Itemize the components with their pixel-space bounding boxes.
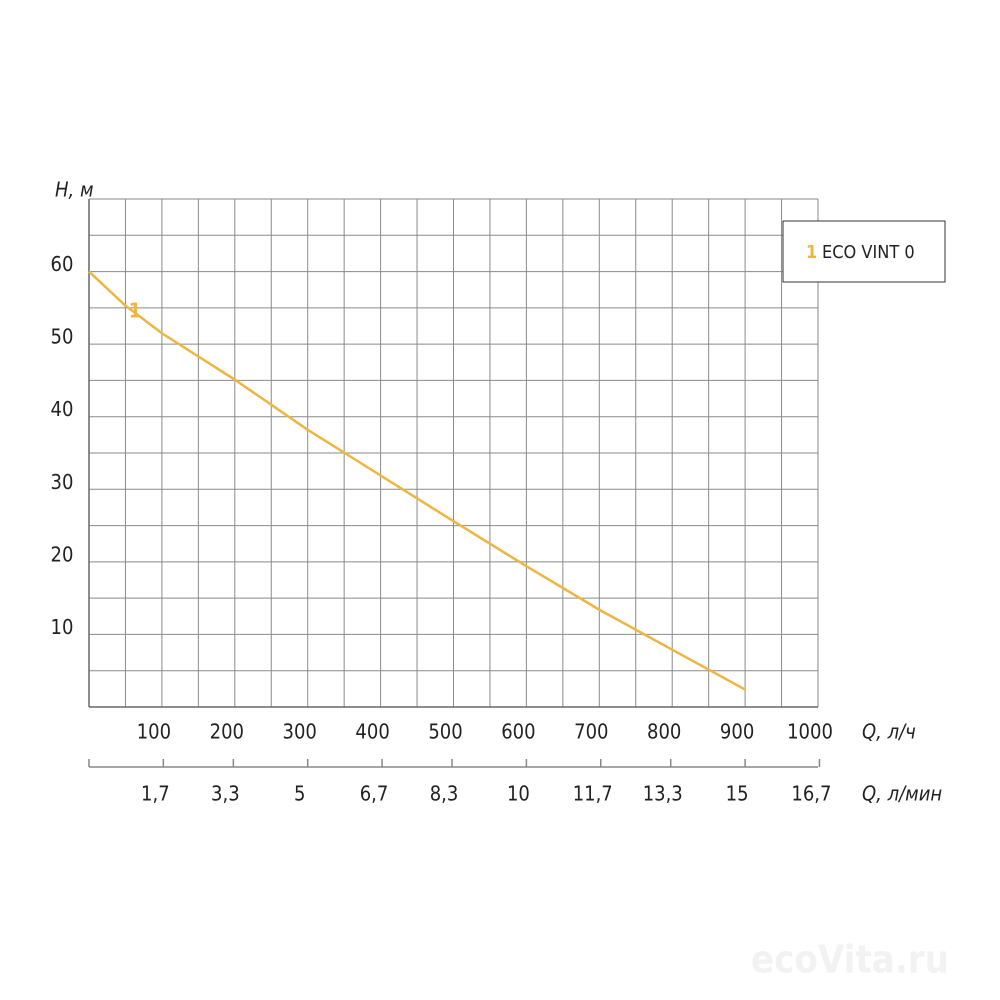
y-tick-label: 30 xyxy=(51,470,74,494)
watermark: ecoVita.ru xyxy=(751,938,949,982)
x2-tick-label: 13,3 xyxy=(643,782,683,806)
x-tick-label: 500 xyxy=(428,720,462,744)
legend-marker-label: 1 xyxy=(806,242,817,263)
x2-tick-label: 8,3 xyxy=(430,782,459,806)
x-tick-label: 700 xyxy=(574,720,608,744)
y-tick-label: 60 xyxy=(51,252,74,276)
y-tick-label: 50 xyxy=(51,325,74,349)
x-tick-label: 100 xyxy=(137,720,171,744)
x-tick-label: 900 xyxy=(720,720,754,744)
x2-tick-label: 15 xyxy=(726,782,749,806)
x2-tick-label: 11,7 xyxy=(573,782,613,806)
x2-tick-label: 6,7 xyxy=(360,782,389,806)
x2-tick-label: 10 xyxy=(507,782,530,806)
y-tick-label: 20 xyxy=(51,542,74,566)
x-tick-label: 300 xyxy=(283,720,317,744)
x2-axis-title: Q, л/мин xyxy=(862,782,942,806)
y-axis-title: H, м xyxy=(55,178,94,202)
x-tick-label: 400 xyxy=(355,720,389,744)
x2-tick-label: 1,7 xyxy=(141,782,170,806)
x2-tick-label: 5 xyxy=(294,782,305,806)
x-tick-label: 800 xyxy=(647,720,681,744)
y-tick-label: 40 xyxy=(51,397,74,421)
legend-label: ECO VINT 0 xyxy=(822,242,915,263)
data-line xyxy=(88,270,746,691)
legend-box xyxy=(782,220,946,283)
x-tick-label: 1000 xyxy=(787,720,833,744)
x2-tick-label: 16,7 xyxy=(791,782,831,806)
series-label: 1 xyxy=(129,299,142,323)
y-tick-label: 10 xyxy=(51,615,74,639)
x-axis-title: Q, л/ч xyxy=(862,720,916,744)
x2-tick-label: 3,3 xyxy=(211,782,240,806)
x-tick-label: 600 xyxy=(501,720,535,744)
x-tick-label: 200 xyxy=(210,720,244,744)
